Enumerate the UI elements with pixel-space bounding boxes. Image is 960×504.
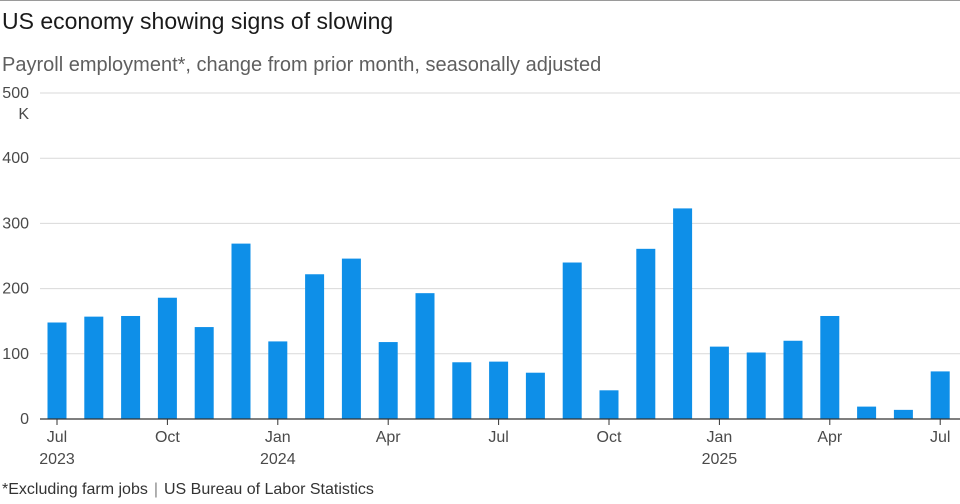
x-tick-label: Jul (47, 429, 67, 446)
bar (599, 390, 619, 419)
bar (857, 406, 877, 419)
bar (673, 208, 693, 419)
bar (378, 342, 398, 419)
source-credit: US Bureau of Labor Statistics (164, 481, 374, 498)
bar (341, 258, 361, 419)
x-tick-label: Jul (930, 429, 950, 446)
bar (452, 362, 472, 419)
bar (709, 346, 729, 419)
x-tick-label: Jan (707, 429, 733, 446)
footer-separator: | (153, 481, 158, 498)
y-tick-label: 200 (2, 281, 29, 298)
footnote: *Excluding farm jobs (2, 481, 148, 498)
bar (268, 341, 288, 419)
y-tick-label: 0 (20, 411, 29, 428)
x-year-label: 2025 (702, 451, 738, 468)
bar (636, 248, 656, 419)
y-tick-label: 500 (2, 85, 29, 102)
x-year-label: 2023 (39, 451, 75, 468)
chart-footer: *Excluding farm jobs | US Bureau of Labor … (2, 481, 374, 499)
y-tick-label: 300 (2, 215, 29, 232)
bar (562, 262, 582, 419)
bar (194, 327, 214, 419)
bar (305, 274, 325, 419)
bar (893, 409, 913, 419)
bar (47, 322, 67, 419)
bar (415, 293, 435, 419)
x-tick-label: Apr (817, 429, 843, 446)
x-tick-label: Jul (488, 429, 508, 446)
x-tick-label: Jan (265, 429, 291, 446)
bar (930, 371, 950, 419)
top-rule (0, 0, 960, 1)
bar (157, 297, 177, 419)
x-tick-label: Oct (597, 429, 622, 446)
x-tick-label: Apr (376, 429, 402, 446)
bar (746, 352, 766, 419)
bar (121, 315, 141, 419)
chart-subtitle: Payroll employment*, change from prior m… (2, 54, 602, 76)
chart-title: US economy showing signs of slowing (2, 8, 394, 34)
bar (231, 243, 251, 419)
y-unit-label: K (18, 106, 29, 123)
bar (783, 340, 803, 419)
y-tick-label: 100 (2, 346, 29, 363)
x-tick-label: Oct (155, 429, 180, 446)
y-tick-label: 400 (2, 150, 29, 167)
bar-chart: 0 100 200 300 400 500 K Jul 2023 Oct Jan 2024 Apr Jul… (2, 85, 960, 468)
bar (820, 315, 840, 419)
bar (489, 361, 509, 419)
x-year-label: 2024 (260, 451, 296, 468)
bar (84, 316, 104, 419)
bar (525, 372, 545, 419)
